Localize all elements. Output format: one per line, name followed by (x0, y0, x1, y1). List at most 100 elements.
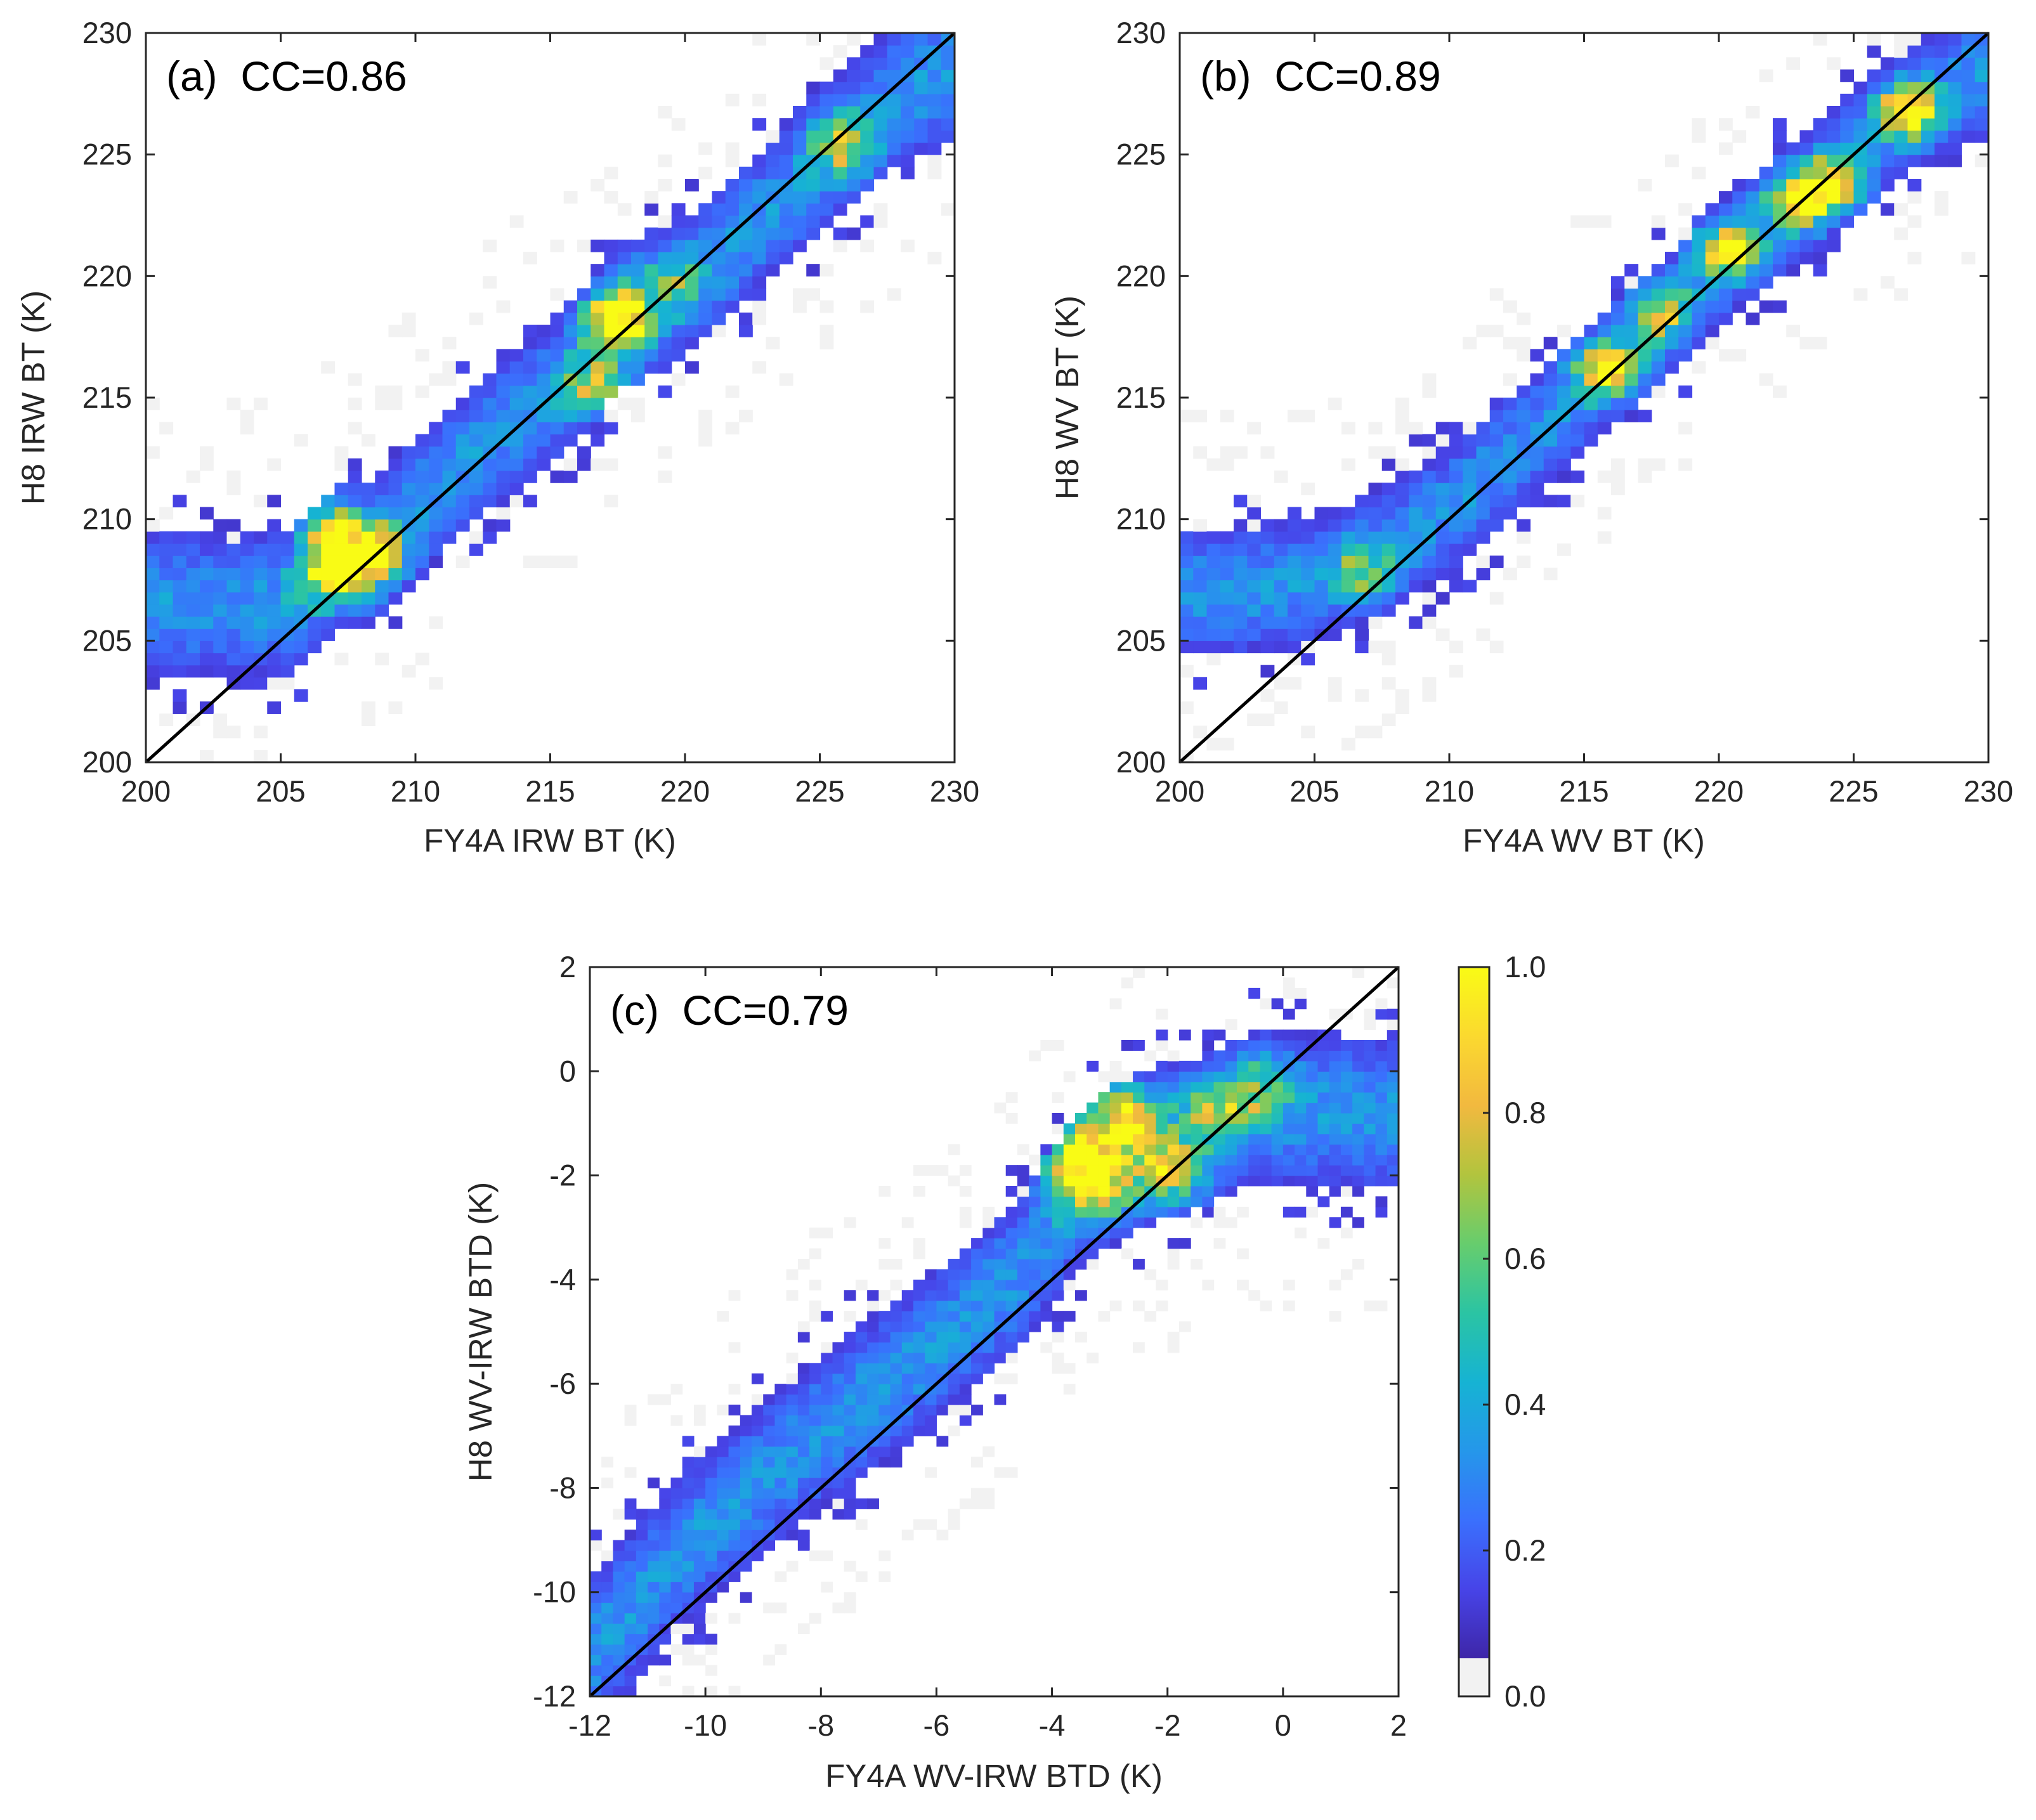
heatmap-cell (1907, 252, 1922, 264)
heatmap-cell (971, 1269, 983, 1280)
heatmap-cell (1052, 1352, 1064, 1363)
heatmap-cell (1375, 1165, 1388, 1176)
heatmap-cell (617, 337, 632, 349)
heatmap-cell (1260, 1113, 1272, 1124)
heatmap-cell (1017, 1206, 1029, 1218)
heatmap-cell (1234, 580, 1248, 593)
heatmap-cell (855, 1467, 868, 1478)
heatmap-cell (604, 264, 618, 276)
heatmap-cell (959, 1165, 972, 1176)
heatmap-cell (833, 203, 847, 216)
heatmap-cell (1773, 191, 1787, 204)
heatmap-cell (1063, 1227, 1076, 1238)
heatmap-cell (959, 1498, 972, 1509)
heatmap-cell (867, 1425, 879, 1436)
heatmap-cell (1759, 300, 1773, 313)
heatmap-cell (496, 495, 511, 508)
heatmap-cell (226, 616, 241, 629)
heatmap-cell (860, 69, 875, 82)
heatmap-cell (878, 1384, 891, 1395)
heatmap-cell (786, 1405, 799, 1416)
heatmap-cell (267, 616, 282, 629)
heatmap-cell (1364, 1102, 1376, 1114)
heatmap-cell (797, 1467, 810, 1478)
heatmap-cell (763, 1654, 776, 1666)
heatmap-cell (971, 1405, 983, 1416)
heatmap-cell (617, 300, 632, 313)
heatmap-cell (1638, 458, 1652, 471)
heatmap-cell (267, 677, 282, 690)
heatmap-cell (693, 1582, 706, 1593)
heatmap-cell (469, 483, 483, 495)
heatmap-cell (523, 337, 537, 349)
y-tick-label: 225 (82, 138, 132, 171)
heatmap-cell (659, 1488, 672, 1499)
heatmap-cell (693, 1623, 706, 1635)
heatmap-cell (1301, 556, 1315, 568)
heatmap-cell (1759, 252, 1773, 264)
heatmap-cell (1387, 1019, 1399, 1030)
heatmap-cell (994, 1217, 1007, 1228)
heatmap-cell (1489, 325, 1504, 337)
heatmap-cell (860, 130, 875, 143)
heatmap-cell (901, 106, 915, 119)
heatmap-cell (550, 349, 564, 362)
heatmap-cell (658, 300, 672, 313)
heatmap-cell (786, 1478, 799, 1489)
heatmap-cell (1040, 1144, 1053, 1155)
heatmap-cell (1773, 264, 1787, 276)
heatmap-cell (591, 239, 605, 252)
heatmap-cell (844, 1290, 856, 1301)
heatmap-cell (1063, 1123, 1076, 1134)
heatmap-cell (994, 1352, 1007, 1363)
heatmap-cell (1260, 665, 1275, 678)
heatmap-cell (1329, 1071, 1341, 1082)
heatmap-cell (624, 1467, 637, 1478)
heatmap-cell (254, 556, 268, 568)
heatmap-cell (429, 556, 443, 568)
heatmap-cell (971, 1352, 983, 1363)
x-tick-label: 225 (1829, 774, 1878, 808)
heatmap-cell (254, 568, 268, 581)
heatmap-cell (1935, 45, 1948, 58)
y-tick-label: -12 (533, 1679, 576, 1713)
heatmap-cell (1395, 495, 1409, 508)
heatmap-cell (1301, 483, 1315, 495)
heatmap-cell (1395, 483, 1409, 495)
heatmap-cell (1052, 1165, 1064, 1176)
heatmap-cell (590, 1582, 602, 1593)
heatmap-cell (308, 543, 322, 556)
heatmap-cell (948, 1144, 960, 1155)
heatmap-cell (1260, 628, 1275, 641)
heatmap-cell (1109, 1092, 1122, 1103)
heatmap-cell (388, 592, 403, 605)
heatmap-cell (1570, 434, 1585, 447)
heatmap-cell (1247, 568, 1262, 581)
heatmap-cell (1584, 434, 1598, 447)
heatmap-cell (1248, 1113, 1261, 1124)
heatmap-cell (1017, 1290, 1029, 1301)
heatmap-cell (1206, 580, 1221, 593)
heatmap-cell (774, 1602, 787, 1614)
heatmap-cell (693, 1654, 706, 1666)
heatmap-cell (1732, 276, 1747, 289)
heatmap-cell (1678, 239, 1693, 252)
heatmap-cell (740, 1592, 752, 1603)
heatmap-cell (819, 264, 834, 276)
heatmap-cell (1234, 556, 1248, 568)
heatmap-cell (1375, 1092, 1388, 1103)
heatmap-cell (362, 604, 375, 617)
heatmap-cell (334, 446, 349, 459)
heatmap-cell (294, 568, 308, 581)
x-tick-label: -8 (807, 1708, 834, 1742)
heatmap-cell (1476, 556, 1491, 568)
heatmap-cell (1052, 1363, 1064, 1374)
heatmap-cell (728, 1519, 741, 1530)
heatmap-cell (1098, 1071, 1111, 1082)
heatmap-cell (1295, 1133, 1307, 1145)
heatmap-cell (1087, 1206, 1099, 1218)
heatmap-cell (1624, 288, 1639, 301)
heatmap-cell (1476, 434, 1491, 447)
heatmap-cell (648, 1623, 660, 1635)
heatmap-cell (226, 471, 241, 483)
